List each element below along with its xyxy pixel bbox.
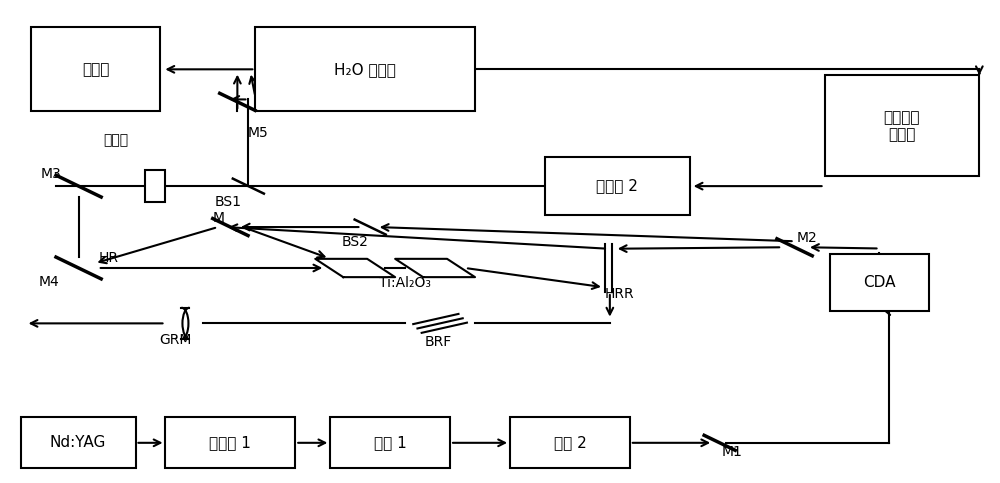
Bar xyxy=(31,27,160,112)
Text: H₂O 吸收池: H₂O 吸收池 xyxy=(334,62,396,77)
Text: Nd:YAG: Nd:YAG xyxy=(50,435,106,450)
Text: 光隔离 2: 光隔离 2 xyxy=(596,179,638,194)
Bar xyxy=(165,417,295,468)
Text: M: M xyxy=(212,212,224,226)
Bar xyxy=(21,417,136,468)
Text: HR: HR xyxy=(99,251,119,265)
Text: HRR: HRR xyxy=(605,287,635,301)
Bar xyxy=(330,417,450,468)
Bar xyxy=(545,157,690,215)
Text: M5: M5 xyxy=(247,126,268,140)
Text: 放大 2: 放大 2 xyxy=(554,435,586,450)
Text: 标准具: 标准具 xyxy=(103,133,128,147)
Text: M3: M3 xyxy=(40,167,61,181)
Text: 探测器: 探测器 xyxy=(82,62,109,77)
Text: BRF: BRF xyxy=(424,335,452,349)
Bar xyxy=(830,254,929,312)
Text: GRM: GRM xyxy=(159,333,192,347)
Text: M1: M1 xyxy=(721,445,742,459)
Text: Ti:Al₂O₃: Ti:Al₂O₃ xyxy=(379,276,431,290)
Text: CDA: CDA xyxy=(863,275,896,290)
Text: 二极管种
子光源: 二极管种 子光源 xyxy=(884,110,920,142)
Bar xyxy=(825,75,979,176)
Text: 光隔离 1: 光隔离 1 xyxy=(209,435,251,450)
Bar xyxy=(255,27,475,112)
Text: M4: M4 xyxy=(38,275,59,289)
Bar xyxy=(145,170,165,202)
Text: BS1: BS1 xyxy=(215,195,242,209)
Text: M2: M2 xyxy=(796,231,817,245)
Text: 放大 1: 放大 1 xyxy=(374,435,407,450)
Bar xyxy=(510,417,630,468)
Text: BS2: BS2 xyxy=(342,235,369,248)
